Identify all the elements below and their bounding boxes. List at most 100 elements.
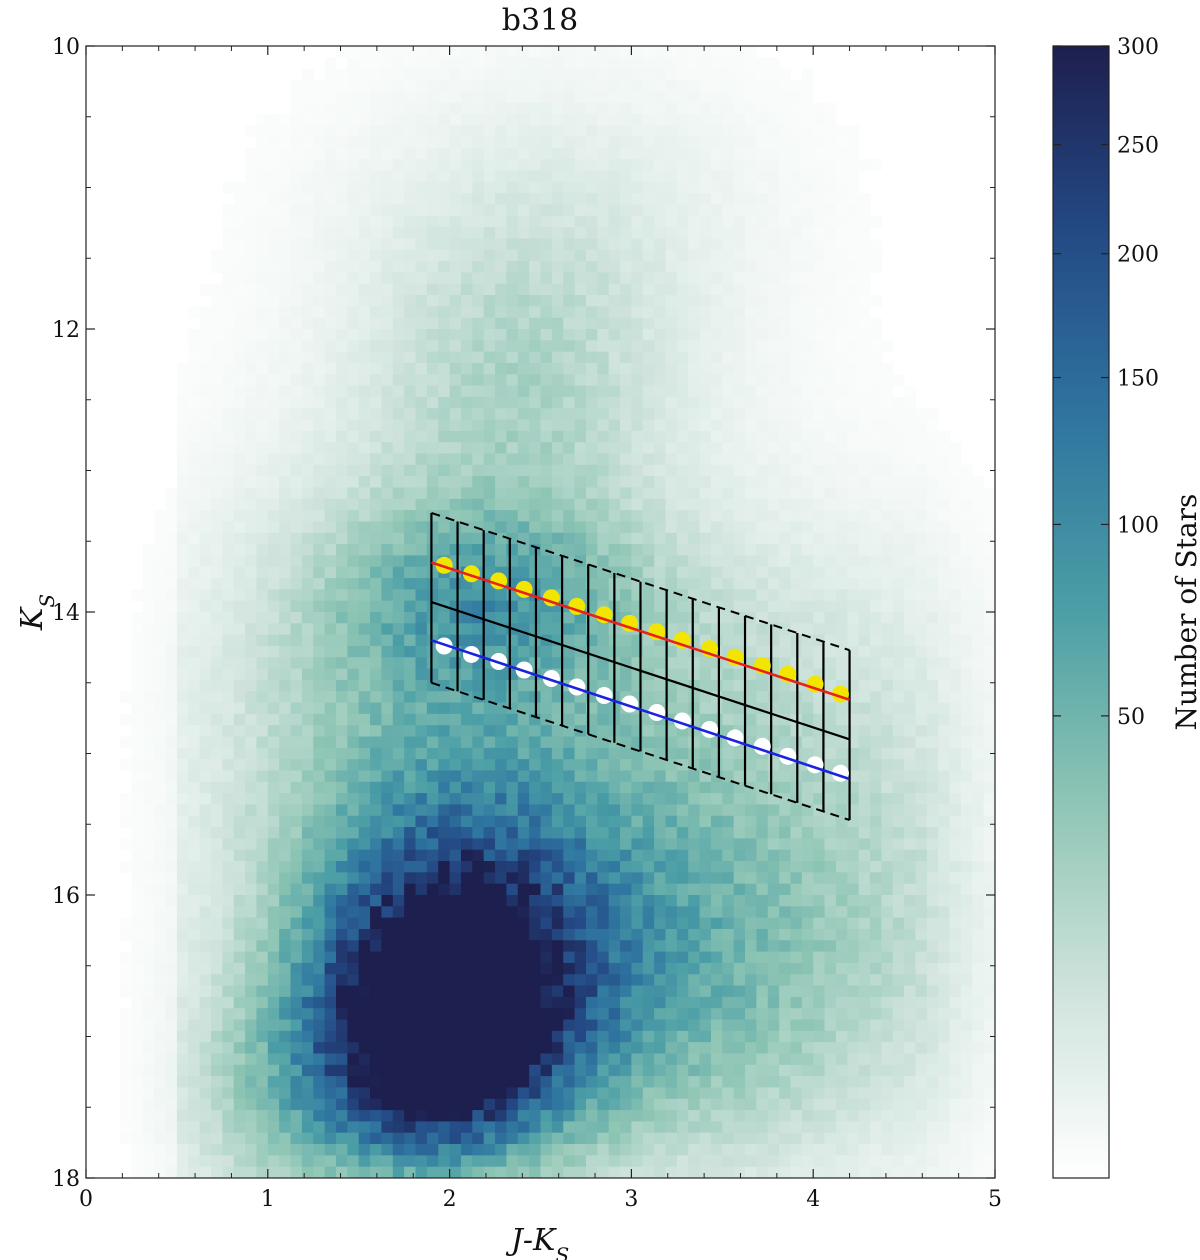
heatmap-cell [620,362,632,375]
heatmap-cell [608,249,621,262]
heatmap-cell [449,215,462,228]
heatmap-cell [347,102,360,115]
heatmap-cell [449,340,462,353]
heatmap-cell [347,306,360,319]
heatmap-cell [551,487,564,500]
heatmap-cell [620,238,632,251]
heatmap-cell [858,736,871,749]
heatmap-cell [358,578,371,590]
heatmap-cell [688,408,701,421]
heatmap-cell [688,204,701,217]
heatmap-cell [926,781,939,794]
heatmap-cell [176,827,189,839]
heatmap-cell [256,295,269,307]
heatmap-cell [699,849,712,862]
heatmap-cell [449,147,462,160]
heatmap-cell [313,430,326,443]
heatmap-cell [585,408,598,421]
heatmap-cell [245,849,258,862]
heatmap-cell [415,306,428,319]
heatmap-cell [210,759,223,772]
heatmap-cell [642,419,655,432]
heatmap-cell [540,283,553,296]
heatmap-cell [767,295,780,307]
heatmap-cell [324,102,337,115]
heatmap-cell [449,464,462,477]
heatmap-cell [324,589,337,602]
heatmap-cell [301,804,314,817]
heatmap-cell [597,159,610,172]
heatmap-cell [301,476,314,489]
heatmap-cell [756,521,769,534]
heatmap-cell [256,283,269,296]
heatmap-cell [710,329,723,341]
heatmap-cell [642,793,655,806]
heatmap-cell [245,476,258,489]
heatmap-cell [813,374,826,387]
heatmap-cell [858,272,871,285]
heatmap-cell [654,362,667,375]
heatmap-cell [540,532,553,545]
heatmap-cell [404,295,417,307]
heatmap-cell [790,317,803,330]
heatmap-cell [892,759,905,772]
heatmap-cell [472,136,485,149]
heatmap-cell [415,815,428,828]
heatmap-cell [597,362,610,375]
heatmap-cell [176,453,189,466]
heatmap-cell [245,215,258,228]
heatmap-cell [642,430,655,443]
heatmap-cell [870,419,882,432]
heatmap-cell [574,227,587,240]
heatmap-cell [142,781,155,794]
heatmap-cell [881,657,894,670]
heatmap-cell [222,645,235,658]
heatmap-cell [449,612,462,624]
heatmap-cell [835,713,848,726]
heatmap-cell [870,589,882,602]
heatmap-cell [608,215,621,228]
heatmap-cell [222,634,235,647]
heatmap-cell [381,136,394,149]
heatmap-cell [176,861,189,873]
heatmap-cell [597,272,610,285]
heatmap-cell [983,691,995,704]
heatmap-cell [790,498,803,511]
heatmap-cell [245,578,258,590]
heatmap-cell [563,136,576,149]
heatmap-cell [688,374,701,387]
heatmap-cell [870,498,882,511]
heatmap-cell [188,487,201,500]
heatmap-cell [813,408,826,421]
heatmap-cell [188,815,201,828]
heatmap-cell [551,91,564,104]
heatmap-cell [517,532,530,545]
heatmap-cell [620,283,632,296]
heatmap-cell [245,759,258,772]
heatmap-cell [915,804,928,817]
heatmap-cell [801,544,814,556]
heatmap-cell [347,453,360,466]
heatmap-cell [608,883,621,896]
heatmap-cell [699,238,712,251]
heatmap-cell [665,125,678,138]
heatmap-cell [347,532,360,545]
heatmap-cell [381,374,394,387]
heatmap-cell [472,102,485,115]
heatmap-cell [597,79,610,92]
heatmap-cell [870,747,882,760]
heatmap-cell [767,442,780,455]
heatmap-cell [472,668,485,681]
heatmap-cell [438,261,451,273]
heatmap-cell [631,170,644,183]
heatmap-cell [188,759,201,772]
heatmap-cell [563,770,576,783]
heatmap-cell [256,385,269,398]
heatmap-cell [267,532,280,545]
heatmap-cell [165,804,178,817]
heatmap-cell [426,295,439,307]
heatmap-cell [767,113,780,126]
heatmap-cell [608,113,621,126]
heatmap-cell [415,91,428,104]
heatmap-cell [676,623,689,636]
